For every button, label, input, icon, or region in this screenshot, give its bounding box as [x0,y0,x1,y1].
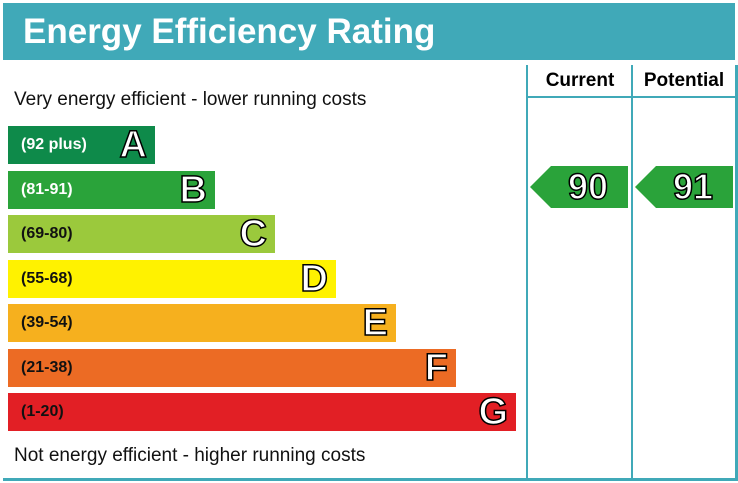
band-letter: F [424,346,449,390]
chart-title: Energy Efficiency Rating [3,3,735,60]
band-e: (39-54) E [8,301,396,345]
band-letter: D [300,257,329,301]
band-range: (1-20) [21,403,64,420]
potential-rating-arrow: 91 [635,165,733,208]
top-note: Very energy efficient - lower running co… [14,89,367,110]
potential-rating-value: 91 [672,165,714,208]
current-rating-arrow: 90 [530,165,628,208]
band-g: (1-20) G [8,390,516,434]
band-b: (81-91) B [8,168,215,212]
potential-column-header: Potential [643,70,725,91]
band-range: (92 plus) [21,136,87,153]
current-rating-value: 90 [567,165,609,208]
column-divider [631,65,633,480]
bottom-note: Not energy efficient - higher running co… [14,445,366,466]
chart-frame [3,65,738,481]
band-range: (39-54) [21,314,73,331]
band-d: (55-68) D [8,257,336,301]
band-c: (69-80) C [8,212,275,256]
band-range: (55-68) [21,269,73,287]
band-letter: A [119,123,148,167]
band-range: (81-91) [21,180,73,198]
band-letter: B [179,168,208,212]
band-letter: E [362,301,389,345]
band-range: (21-38) [21,358,73,376]
band-letter: G [478,390,509,434]
band-f: (21-38) F [8,346,456,390]
header-divider [527,96,738,98]
band-a: (92 plus) A [8,123,155,167]
column-divider [526,65,528,480]
band-range: (69-80) [21,225,73,242]
band-letter: C [239,212,268,256]
current-column-header: Current [545,70,615,91]
